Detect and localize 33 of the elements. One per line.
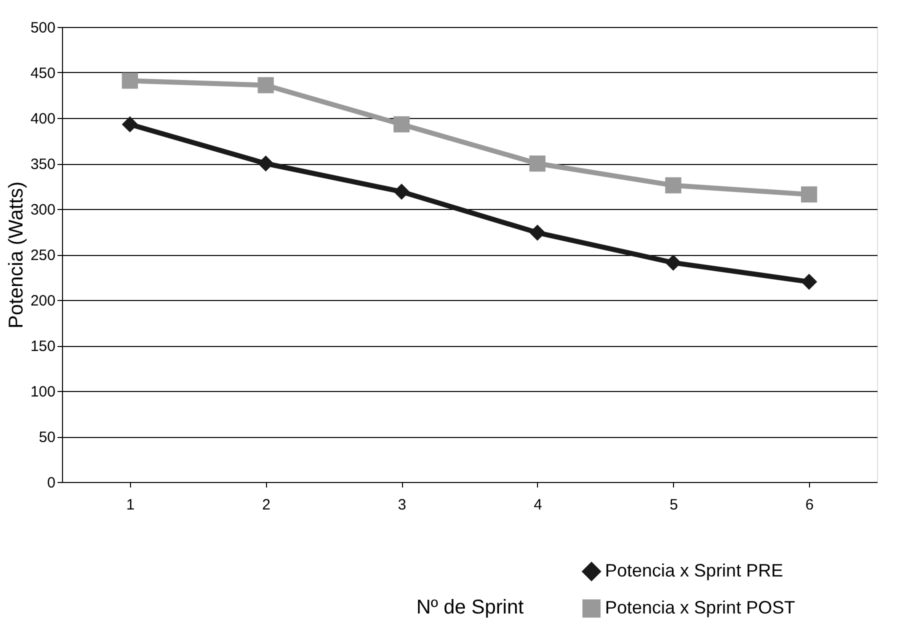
point [122,116,138,132]
y-axis-title: Potencia (Watts) [5,181,28,329]
point [665,254,682,271]
x-tick-label: 1 [126,496,135,514]
y-tick-label: 450 [30,65,56,82]
point [122,72,138,89]
y-tick-label: 300 [30,202,56,218]
point [665,177,682,194]
x-axis-title: Nº de Sprint [416,596,524,618]
legend-label: Potencia x Sprint PRE [605,560,784,580]
point [529,224,546,241]
y-tick-label: 150 [30,338,56,355]
y-tick-label: 250 [30,247,56,264]
x-tick-label: 2 [262,496,270,514]
x-tick-label: 4 [534,496,542,514]
y-tick-label: 100 [30,384,56,400]
point [258,77,274,94]
x-tick-label: 3 [398,496,406,514]
y-tick-label: 350 [30,156,56,173]
point [258,155,274,172]
y-tick-label: 500 [30,20,56,36]
legend-label: Potencia x Sprint POST [605,598,796,618]
point [801,274,818,290]
y-tick-label: 400 [30,110,56,128]
y-tick-label: 200 [30,292,56,310]
y-tick-label: 0 [47,474,56,492]
x-tick-label: 6 [805,496,814,514]
point [394,116,410,132]
y-tick-label: 50 [38,429,56,446]
point [529,155,546,172]
point [394,184,410,200]
x-tick-label: 5 [670,496,678,514]
point [801,186,818,203]
